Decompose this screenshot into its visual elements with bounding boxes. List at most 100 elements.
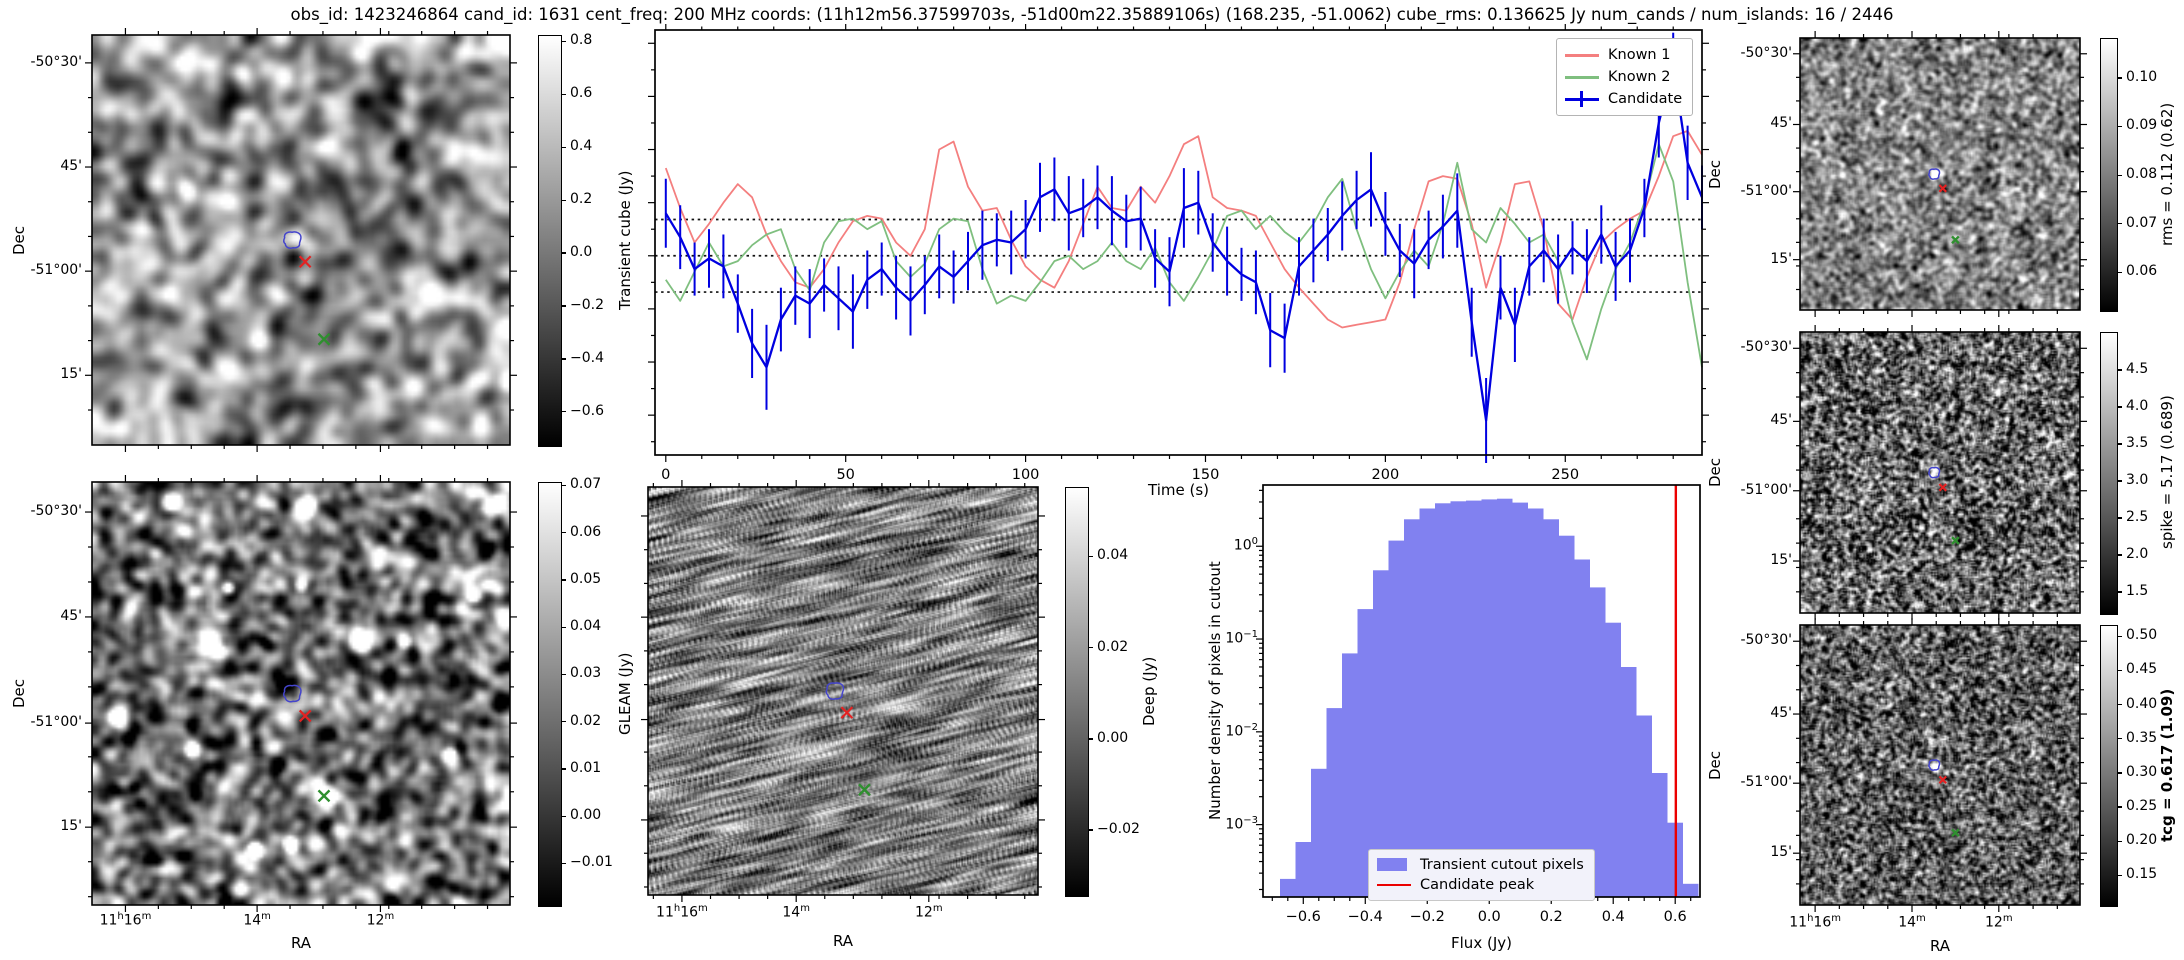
colorbar-tick xyxy=(561,768,566,770)
colorbar-tick-label: −0.02 xyxy=(1097,820,1140,837)
colorbar-tick-label: 0.2 xyxy=(570,191,593,207)
colorbar-tick xyxy=(2117,806,2122,808)
colorbar-tick xyxy=(561,626,566,628)
colorbar-tick-label: 0.07 xyxy=(2126,214,2158,231)
colorbar-tick xyxy=(2117,635,2122,638)
colorbar-tick xyxy=(561,579,566,581)
colorbar-tick-label: 0.01 xyxy=(570,759,602,776)
hist-patch-swatch xyxy=(1377,856,1411,874)
dec-tick-label: -51°00' xyxy=(1740,774,1792,791)
colorbar-tick-label: 0.6 xyxy=(570,85,593,102)
svg-text:50: 50 xyxy=(836,467,854,483)
tcg-colorbar-label: tcg = 0.617 (1.09) xyxy=(2158,688,2176,842)
colorbar-tick-label: 0.06 xyxy=(2126,263,2158,280)
ra-tick-label: 14m xyxy=(243,911,271,929)
colorbar-tick-label: 0.04 xyxy=(570,618,602,635)
hist-ytick-label: 10−1 xyxy=(1225,629,1258,647)
dec-tick-label: -50°30' xyxy=(1740,632,1792,649)
colorbar-tick-label: 3.5 xyxy=(2126,434,2149,451)
colorbar-tick xyxy=(561,532,566,534)
legend-item-candidate: Candidate xyxy=(1565,88,1682,110)
tcg-colorbar: 0.50 0.45 0.40 0.35 0.30 0.25 0.20 0.15 xyxy=(2100,625,2157,907)
dec-tick-label: -50°30' xyxy=(30,53,82,70)
svg-text:−0.2: −0.2 xyxy=(1410,909,1445,925)
svg-text:0: 0 xyxy=(661,467,670,483)
dec-tick-label: 15' xyxy=(1770,552,1792,568)
colorbar-tick-label: 0.05 xyxy=(570,570,602,587)
colorbar-tick-label: 0.4 xyxy=(570,138,593,155)
svg-text:250: 250 xyxy=(1551,467,1579,483)
colorbar-tick xyxy=(2117,125,2122,128)
gleam-colorbar: 0.07 0.06 0.05 0.04 0.03 0.02 0.01 0.00 −0.01 xyxy=(538,476,613,907)
colorbar-tick xyxy=(2117,669,2122,672)
dec-tick-label: 45' xyxy=(60,607,82,624)
colorbar-tick xyxy=(561,411,566,413)
ra-tick-label: 12m xyxy=(366,911,395,929)
svg-text:−0.6: −0.6 xyxy=(1286,909,1321,925)
dec-tick-label: -51°00' xyxy=(30,262,82,279)
spike-dec-axis-label: Dec xyxy=(1706,457,1724,488)
colorbar-tick-label: 3.0 xyxy=(2126,471,2149,488)
dec-tick-label: -50°30' xyxy=(1740,339,1792,356)
lightcurve-axes: 0 50 100 150 200 250 xyxy=(648,24,1709,483)
rms-colorbar: 0.10 0.09 0.08 0.07 0.06 xyxy=(2100,38,2157,312)
colorbar-tick-label: 0.04 xyxy=(1097,547,1129,564)
colorbar-tick-label: 2.0 xyxy=(2126,545,2149,562)
colorbar-tick xyxy=(2117,704,2122,706)
svg-text:0.6: 0.6 xyxy=(1664,909,1687,925)
legend-item-known2: Known 2 xyxy=(1565,66,1682,88)
colorbar-tick-label: 0.00 xyxy=(1097,729,1129,746)
peak-line-swatch xyxy=(1377,876,1411,894)
known1-line-swatch xyxy=(1565,46,1599,64)
tcg-dec-axis-label: Dec xyxy=(1706,750,1724,780)
colorbar-tick-label: 0.08 xyxy=(2126,166,2158,182)
colorbar-tick xyxy=(2117,874,2122,877)
svg-text:200: 200 xyxy=(1372,467,1400,483)
dec-tick-label: -51°00' xyxy=(30,714,82,731)
colorbar-tick xyxy=(561,305,566,307)
dec-tick-label: 45' xyxy=(1770,705,1792,722)
ra-tick-label: 11h16m xyxy=(1789,913,1841,931)
colorbar-tick-label: 0.50 xyxy=(2126,627,2158,644)
histogram-axes: −0.6 −0.4 −0.2 0.0 0.2 0.4 0.6 xyxy=(1256,484,1701,925)
colorbar-tick xyxy=(2117,554,2122,556)
colorbar-tick xyxy=(561,862,566,865)
rms-dec-tick-labels: -50°30' 45' -51°00' 15' xyxy=(1738,38,1796,310)
dec-tick-label: -50°30' xyxy=(30,503,82,520)
dec-tick-label: -50°30' xyxy=(1740,44,1792,61)
colorbar-tick xyxy=(2117,223,2122,225)
transient-cube-colorbar-label: Transient cube (Jy) xyxy=(616,170,634,310)
colorbar-tick-label: 0.25 xyxy=(2126,797,2158,814)
spike-colorbar-label: spike = 5.17 (0.689) xyxy=(2158,395,2176,550)
colorbar-tick xyxy=(2117,77,2122,79)
colorbar-tick-label: 2.5 xyxy=(2126,508,2149,525)
ra-tick-label: 11h16m xyxy=(99,911,152,929)
legend-label-candidate: Candidate xyxy=(1608,91,1683,107)
colorbar-tick-label: 0.0 xyxy=(570,243,593,260)
svg-text:0.4: 0.4 xyxy=(1602,909,1625,925)
colorbar-tick-label: 0.02 xyxy=(570,712,602,729)
colorbar-tick xyxy=(2117,738,2122,740)
colorbar-tick-label: −0.01 xyxy=(570,854,613,871)
gleam-dec-tick-labels: -50°30' 45' -51°00' 15' xyxy=(12,482,86,905)
tcg-ra-axis-label: RA xyxy=(1929,937,1951,955)
cutout-axes xyxy=(85,475,517,912)
ra-tick-label: 14m xyxy=(782,903,810,921)
colorbar-tick xyxy=(561,252,566,254)
legend-label-known2: Known 2 xyxy=(1608,69,1671,85)
colorbar-tick xyxy=(2117,517,2122,519)
svg-text:150: 150 xyxy=(1192,467,1220,483)
colorbar-tick-label: 0.45 xyxy=(2126,661,2158,678)
tcg-ra-tick-labels: 11h16m 14m 12m xyxy=(1789,913,2080,931)
colorbar-tick xyxy=(561,146,566,148)
colorbar-tick xyxy=(1088,647,1093,649)
spike-dec-tick-labels: -50°30' 45' -51°00' 15' xyxy=(1738,332,1796,613)
legend-item-known1: Known 1 xyxy=(1565,44,1682,66)
colorbar-tick-label: −0.6 xyxy=(570,402,604,419)
colorbar-tick xyxy=(561,93,566,95)
tcg-cutout xyxy=(1793,618,2087,912)
colorbar-tick xyxy=(561,40,566,43)
legend-item-candidate-peak: Candidate peak xyxy=(1377,875,1584,895)
lightcurve-xaxis-label: Time (s) xyxy=(1148,481,1209,499)
known2-line-swatch xyxy=(1565,68,1599,86)
